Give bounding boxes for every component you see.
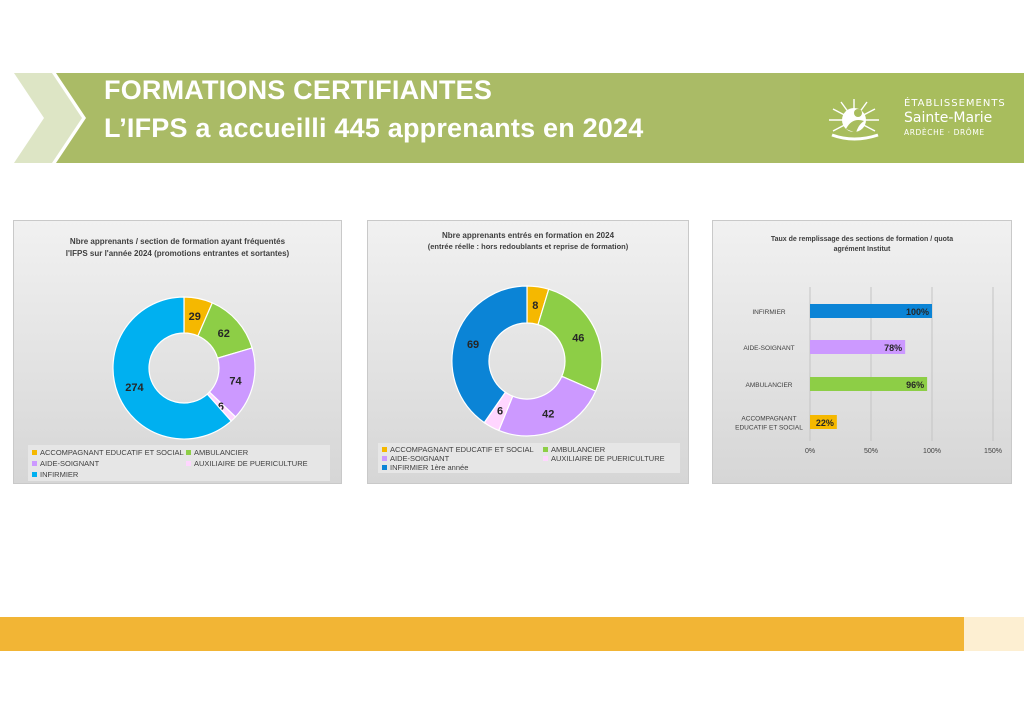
logo-sunburst-icon <box>829 99 879 141</box>
category-label: AIDE-SOIGNANT <box>743 345 794 352</box>
logo-line2: Sainte-Marie <box>904 110 993 126</box>
legend-item-infirmier-1ere-annee: INFIRMIER 1ère année <box>382 463 468 472</box>
page-title-line1: FORMATIONS CERTIFIANTES <box>104 75 493 105</box>
legend-item-auxiliaire: AUXILIAIRE DE PUERICULTURE <box>543 454 665 463</box>
legend-swatch <box>32 461 37 466</box>
banner-shape <box>14 73 1024 163</box>
legend-swatch <box>382 465 387 470</box>
bar-accompagnant <box>810 415 837 429</box>
donut-chart-2: 8 46 42 6 69 <box>451 285 603 437</box>
chart2-title: Nbre apprenants entrés en formation en 2… <box>441 231 615 240</box>
legend-item-aide-soignant: AIDE-SOIGNANT <box>382 454 449 463</box>
data-label: 274 <box>125 382 144 394</box>
legend-label: AUXILIAIRE DE PUERICULTURE <box>194 459 308 468</box>
logo: ÉTABLISSEMENTS Sainte-Marie ARDÈCHE · DR… <box>812 95 1012 145</box>
bar-ambulancier <box>810 377 928 391</box>
logo-line3: ARDÈCHE · DRÔME <box>904 128 985 137</box>
chart-panel-entrees-2024: Nbre apprenants entrés en formation en 2… <box>367 220 689 484</box>
chart-panel-apprenants-annee: Nbre apprenants / section de formation a… <box>13 220 342 484</box>
footer-accent <box>964 617 1024 651</box>
legend-swatch <box>382 447 387 452</box>
legend-label: AIDE-SOIGNANT <box>390 454 450 463</box>
legend-label: AIDE-SOIGNANT <box>40 459 100 468</box>
category-label: AMBULANCIER <box>746 382 793 389</box>
legend-swatch <box>32 472 37 477</box>
data-label: 74 <box>229 375 242 387</box>
legend-swatch <box>543 447 548 452</box>
chart-panel-taux-remplissage: Taux de remplissage des sections de form… <box>712 220 1012 484</box>
data-label: 8 <box>532 300 538 312</box>
legend-item-infirmier: INFIRMIER <box>32 470 78 479</box>
data-label: 6 <box>218 401 224 413</box>
legend-label: AMBULANCIER <box>551 445 606 454</box>
legend-label: AUXILIAIRE DE PUERICULTURE <box>551 454 665 463</box>
category-label: ACCOMPAGNANT <box>741 416 796 423</box>
chart3-title-line1: Taux de remplissage des sections de form… <box>770 236 954 243</box>
page-title-line2: L’IFPS a accueilli 445 apprenants en 202… <box>104 113 644 143</box>
data-label: 69 <box>467 339 479 351</box>
tick-label: 150% <box>984 448 1002 455</box>
tick-label: 50% <box>864 448 878 455</box>
legend-item-aide-soignant: AIDE-SOIGNANT <box>32 459 99 468</box>
legend-swatch <box>543 456 548 461</box>
legend-label: AMBULANCIER <box>194 448 249 457</box>
legend-swatch <box>186 450 191 455</box>
legend-label: INFIRMIER 1ère année <box>390 463 469 472</box>
data-label: 96% <box>906 380 924 390</box>
bar-infirmier <box>810 304 932 318</box>
slice-aide-soignant <box>497 375 597 437</box>
chart1-title-line2: l'IFPS sur l'année 2024 (promotions entr… <box>65 249 290 258</box>
data-label: 42 <box>542 408 554 420</box>
chart2-subtitle: (entrée réelle : hors redoublants et rep… <box>427 242 629 251</box>
legend-label: ACCOMPAGNANT EDUCATIF ET SOCIAL <box>390 445 534 454</box>
tick-label: 0% <box>805 448 815 455</box>
slice-ambulancier <box>537 288 603 392</box>
slice-infirmier <box>112 296 233 440</box>
logo-line1: ÉTABLISSEMENTS <box>904 98 1006 109</box>
data-label: 29 <box>189 311 201 323</box>
legend-label: INFIRMIER <box>40 470 79 479</box>
category-label: EDUCATIF ET SOCIAL <box>735 425 803 432</box>
data-label: 46 <box>572 332 584 344</box>
chart1-legend: ACCOMPAGNANT EDUCATIF ET SOCIAL AMBULANC… <box>28 445 330 481</box>
legend-item-ambulancier: AMBULANCIER <box>186 448 248 457</box>
tick-label: 100% <box>923 448 941 455</box>
legend-item-ambulancier: AMBULANCIER <box>543 445 605 454</box>
data-label: 6 <box>497 406 503 418</box>
category-label: INFIRMIER <box>752 309 786 316</box>
slice-infirmier <box>451 285 528 424</box>
data-label: 22% <box>816 418 834 428</box>
legend-item-auxiliaire: AUXILIAIRE DE PUERICULTURE <box>186 459 308 468</box>
bar-aide-soignant <box>810 340 906 354</box>
header-banner: FORMATIONS CERTIFIANTES L’IFPS a accueil… <box>0 73 1024 163</box>
chart1-title-line1: Nbre apprenants / section de formation a… <box>69 237 286 246</box>
legend-item-accompagnant: ACCOMPAGNANT EDUCATIF ET SOCIAL <box>32 448 184 457</box>
chart3-title-line2: agrément Institut <box>833 246 891 253</box>
legend-swatch <box>32 450 37 455</box>
bar-chart-3: 0% 50% 100% 150% 100% INFIRMIER 78% AIDE-SOIGNA… <box>735 287 1002 455</box>
footer-bar <box>0 617 964 651</box>
legend-swatch <box>186 461 191 466</box>
chart2-legend: ACCOMPAGNANT EDUCATIF ET SOCIAL AMBULANC… <box>378 443 680 473</box>
data-label: 62 <box>218 328 230 340</box>
legend-item-accompagnant: ACCOMPAGNANT EDUCATIF ET SOCIAL <box>382 445 534 454</box>
legend-label: ACCOMPAGNANT EDUCATIF ET SOCIAL <box>40 448 184 457</box>
legend-swatch <box>382 456 387 461</box>
data-label: 78% <box>884 343 902 353</box>
data-label: 100% <box>906 307 929 317</box>
